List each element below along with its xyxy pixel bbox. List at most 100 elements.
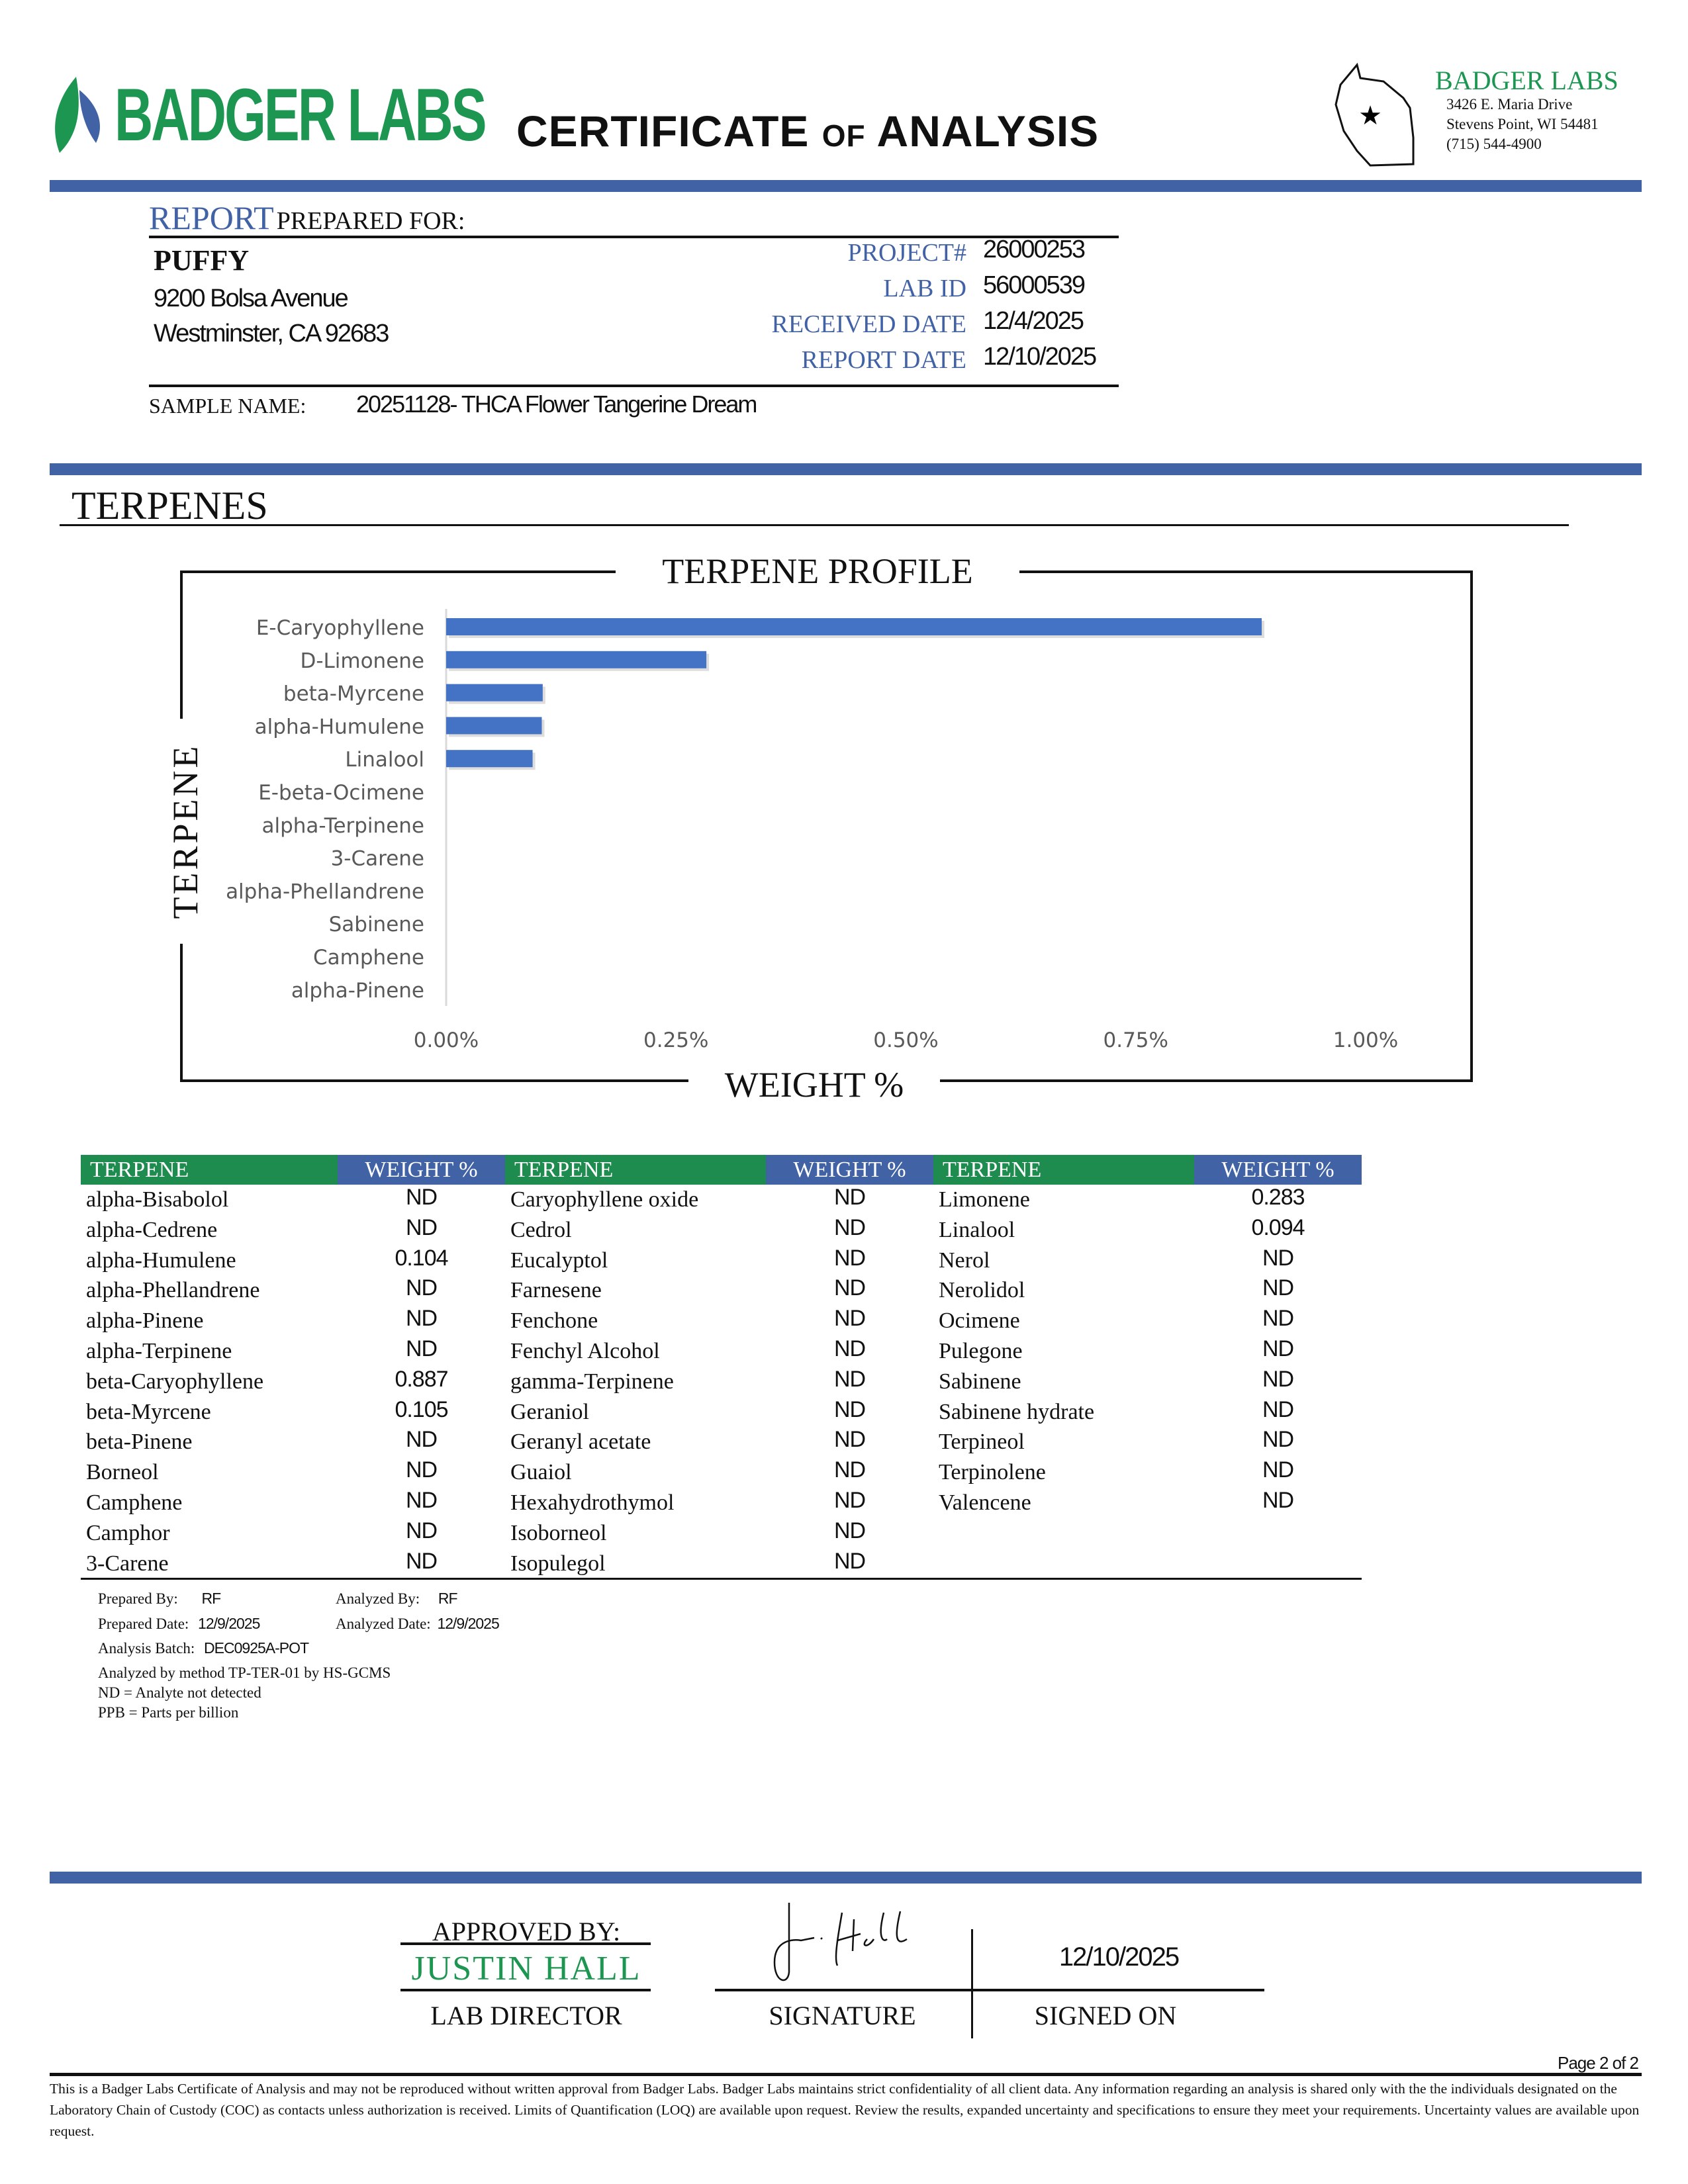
signature-label: SIGNATURE bbox=[769, 2001, 916, 2030]
table-row-name: Geraniol bbox=[510, 1399, 589, 1424]
bar bbox=[446, 651, 707, 668]
field-label: RECEIVED DATE bbox=[771, 310, 966, 338]
category-label: alpha-Phellandrene bbox=[226, 880, 424, 903]
table-row-value: ND bbox=[1262, 1457, 1294, 1483]
category-label: 3-Carene bbox=[331, 847, 424, 871]
report-prepared-for: REPORT PREPARED FOR: bbox=[149, 199, 465, 236]
table-row-name: Valencene bbox=[939, 1490, 1031, 1515]
x-tick-label: 0.00% bbox=[414, 1028, 479, 1052]
table-row-value: ND bbox=[405, 1336, 438, 1361]
lab-address-line1: 3426 E. Maria Drive bbox=[1446, 96, 1573, 113]
table-row-value: ND bbox=[405, 1548, 438, 1574]
x-tick-label: 0.25% bbox=[643, 1028, 708, 1052]
table-row-name: Farnesene bbox=[510, 1278, 602, 1303]
table-row-value: ND bbox=[833, 1275, 866, 1301]
signature-separator bbox=[971, 1929, 973, 2038]
approved-by-label: APPROVED BY: bbox=[432, 1917, 621, 1946]
table-row-name: Hexahydrothymol bbox=[510, 1490, 675, 1515]
table-row-value: 0.104 bbox=[395, 1245, 448, 1271]
page-number: Page 2 of 2 bbox=[1558, 2053, 1639, 2073]
table-row-name: Geranyl acetate bbox=[510, 1430, 651, 1455]
column-header-terpene: TERPENE bbox=[505, 1155, 766, 1185]
footer-rule bbox=[50, 2073, 1642, 2076]
section-divider bbox=[50, 463, 1642, 475]
signature-line bbox=[715, 1989, 1264, 1991]
table-row-value: ND bbox=[405, 1275, 438, 1301]
analysis-batch: Analysis Batch: DEC0925A-POT bbox=[98, 1639, 309, 1657]
sample-name-label: SAMPLE NAME: bbox=[149, 394, 306, 418]
table-row-value: ND bbox=[405, 1214, 438, 1240]
table-row-value: ND bbox=[833, 1548, 866, 1574]
table-row-name: alpha-Terpinene bbox=[86, 1339, 232, 1363]
signed-date: 12/10/2025 bbox=[1058, 1942, 1180, 1972]
field-label: PROJECT# bbox=[847, 239, 966, 267]
x-tick-label: 1.00% bbox=[1333, 1028, 1398, 1052]
x-tick-label: 0.75% bbox=[1103, 1028, 1168, 1052]
table-row-value: ND bbox=[833, 1245, 866, 1271]
bar bbox=[446, 618, 1262, 635]
table-row-name: Terpinolene bbox=[939, 1460, 1046, 1485]
wisconsin-map-icon: ★ bbox=[1335, 62, 1415, 167]
table-row-value: ND bbox=[405, 1427, 438, 1453]
field-value: 26000253 bbox=[983, 236, 1086, 263]
prepared-date: Prepared Date: 12/9/2025 bbox=[98, 1615, 260, 1632]
table-row-value: ND bbox=[1262, 1366, 1294, 1392]
field-value: 12/10/2025 bbox=[983, 343, 1097, 371]
table-row-name: Linalool bbox=[939, 1217, 1015, 1242]
field-label: LAB ID bbox=[883, 275, 966, 302]
table-row-name: beta-Myrcene bbox=[86, 1399, 211, 1424]
divider bbox=[400, 1989, 651, 1991]
category-label: alpha-Terpinene bbox=[262, 814, 425, 838]
category-label: E-beta-Ocimene bbox=[258, 781, 424, 805]
divider bbox=[400, 1942, 651, 1945]
chart-title: TERPENE PROFILE bbox=[616, 551, 1019, 592]
category-label: Linalool bbox=[345, 748, 424, 772]
table-row-value: ND bbox=[833, 1214, 866, 1240]
table-row-value: ND bbox=[833, 1366, 866, 1392]
category-label: alpha-Pinene bbox=[291, 979, 424, 1003]
logo: BADGER LABS bbox=[50, 71, 629, 158]
table-row-name: Nerol bbox=[939, 1248, 990, 1273]
header-divider bbox=[50, 180, 1642, 192]
table-row-name: Guaiol bbox=[510, 1460, 572, 1485]
table-row-name: Borneol bbox=[86, 1460, 159, 1485]
table-row-value: ND bbox=[833, 1336, 866, 1361]
category-label: alpha-Humulene bbox=[255, 715, 424, 739]
table-row-name: Limonene bbox=[939, 1187, 1030, 1212]
lab-name: BADGER LABS bbox=[1435, 66, 1618, 95]
table-row-value: 0.094 bbox=[1251, 1214, 1305, 1240]
table-row-value: ND bbox=[1262, 1427, 1294, 1453]
table-row-value: ND bbox=[405, 1185, 438, 1210]
table-row-name: Fenchyl Alcohol bbox=[510, 1339, 660, 1363]
table-row-name: Cedrol bbox=[510, 1217, 572, 1242]
chart-xlabel: WEIGHT % bbox=[688, 1064, 940, 1105]
table-row-name: alpha-Humulene bbox=[86, 1248, 236, 1273]
signature-image bbox=[773, 1903, 908, 1981]
table-row-value: ND bbox=[405, 1518, 438, 1543]
table-row-value: ND bbox=[833, 1396, 866, 1422]
terpene-profile-chart: E-Caryophyllene D-Limonene beta-Myrcene alp… bbox=[226, 609, 1398, 1052]
table-row-name: alpha-Bisabolol bbox=[86, 1187, 229, 1212]
table-row-name: Eucalyptol bbox=[510, 1248, 608, 1273]
disclaimer: This is a Badger Labs Certificate of Ana… bbox=[50, 2081, 1640, 2139]
table-row-value: ND bbox=[405, 1457, 438, 1483]
field-value: 12/4/2025 bbox=[983, 307, 1084, 335]
column-header-terpene: TERPENE bbox=[81, 1155, 338, 1185]
table-row-name: alpha-Pinene bbox=[86, 1308, 204, 1334]
table-row-value: ND bbox=[833, 1427, 866, 1453]
table-row-value: ND bbox=[833, 1306, 866, 1332]
column-header-weight: WEIGHT % bbox=[1194, 1155, 1362, 1185]
table-row-name: Isoborneol bbox=[510, 1520, 607, 1545]
table-row-value: ND bbox=[1262, 1275, 1294, 1301]
table-row-value: ND bbox=[833, 1457, 866, 1483]
table-row-name: Ocimene bbox=[939, 1308, 1020, 1334]
bar bbox=[446, 684, 543, 702]
logo-text: BADGER LABS bbox=[115, 73, 487, 156]
client-name: PUFFY bbox=[154, 244, 250, 277]
table-row-value: ND bbox=[833, 1185, 866, 1210]
table-row-name: alpha-Cedrene bbox=[86, 1217, 218, 1242]
bar bbox=[446, 750, 533, 768]
table-row-name: alpha-Phellandrene bbox=[86, 1278, 260, 1303]
lab-phone: (715) 544-4900 bbox=[1446, 136, 1542, 152]
table-row-value: ND bbox=[1262, 1396, 1294, 1422]
